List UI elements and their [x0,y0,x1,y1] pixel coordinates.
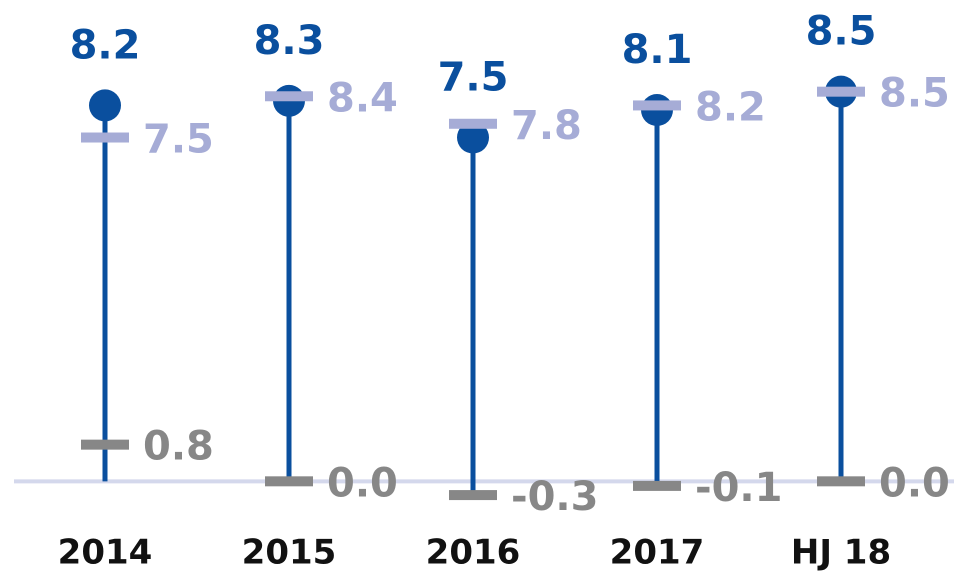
dot [457,121,489,154]
value-label: 8.5 [806,9,877,55]
dot [89,89,121,122]
value-label: 8.2 [695,84,766,130]
value-label: 7.5 [143,117,214,163]
x-tick-label: HJ 18 [791,533,891,573]
x-tick-label: 2014 [58,533,153,573]
value-label: 8.4 [327,75,398,121]
x-tick-label: 2015 [242,533,337,573]
value-label: 8.5 [879,71,950,117]
x-tick-label: 2016 [426,533,521,573]
value-label: -0.1 [695,465,782,511]
value-label: 8.2 [70,22,141,68]
dash [81,132,129,143]
value-label: 0.0 [879,460,950,506]
dash [817,86,865,97]
dash [817,476,865,487]
value-label: -0.3 [511,474,598,520]
value-label: 8.1 [622,27,693,73]
dash [265,476,313,487]
dash [633,100,681,111]
value-label: 0.8 [143,424,214,470]
dash [633,480,681,491]
dash [449,490,497,501]
dash [265,91,313,102]
value-label: 0.0 [327,460,398,506]
x-tick-label: 2017 [610,533,705,573]
value-label: 7.8 [511,103,582,149]
dash [449,118,497,129]
value-label: 7.5 [438,55,509,101]
value-label: 8.3 [254,18,325,64]
dash [81,439,129,450]
